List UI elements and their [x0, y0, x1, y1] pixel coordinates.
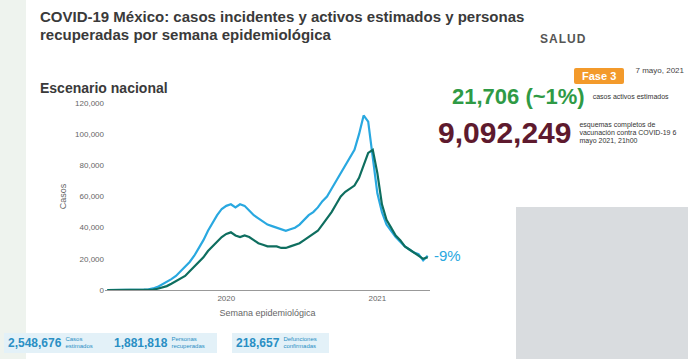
svg-text:80,000: 80,000 [80, 161, 105, 170]
html-text:SALUD: SALUD [540, 32, 587, 46]
html-text:Escenario nacional: Escenario nacional [40, 80, 168, 96]
svg-text:60,000: 60,000 [80, 192, 105, 201]
html-text:Fase 3: Fase 3 [582, 70, 617, 82]
svg-text:120,000: 120,000 [75, 99, 104, 108]
svg-text:2021: 2021 [368, 294, 386, 303]
html-text:esquemas completos de vacunaci: esquemas completos de vacunación contra … [579, 121, 677, 144]
svg-text:2020: 2020 [217, 294, 235, 303]
html-text:7 mayo, 2021: 7 mayo, 2021 [635, 66, 684, 75]
svg-text:100,000: 100,000 [75, 130, 104, 139]
html-text:218,657: 218,657 [236, 336, 280, 350]
svg-text:-9%: -9% [434, 247, 461, 264]
html-text:9,092,249: 9,092,249 [438, 116, 572, 149]
html-text:2,548,676: 2,548,676 [8, 336, 62, 350]
html-text:COVID-19 México: casos inciden: COVID-19 México: casos incidentes y acti… [40, 8, 525, 43]
svg-text:40,000: 40,000 [80, 223, 105, 232]
svg-text:Casos: Casos [58, 183, 68, 209]
svg-text:Semana epidemiológica: Semana epidemiológica [219, 308, 315, 318]
html-text:casos activos estimados: casos activos estimados [592, 93, 669, 100]
html-text:Personas recuperadas: Personas recuperadas [171, 336, 205, 349]
svg-text:0: 0 [100, 286, 105, 295]
html-text:Defunciones confirmadas: Defunciones confirmadas [283, 336, 317, 349]
svg-text:20,000: 20,000 [80, 255, 105, 264]
html-text:1,881,818: 1,881,818 [114, 336, 168, 350]
html-text:Casos estimados: Casos estimados [65, 336, 93, 349]
html-text:21,706 (~1%): 21,706 (~1%) [452, 84, 585, 109]
